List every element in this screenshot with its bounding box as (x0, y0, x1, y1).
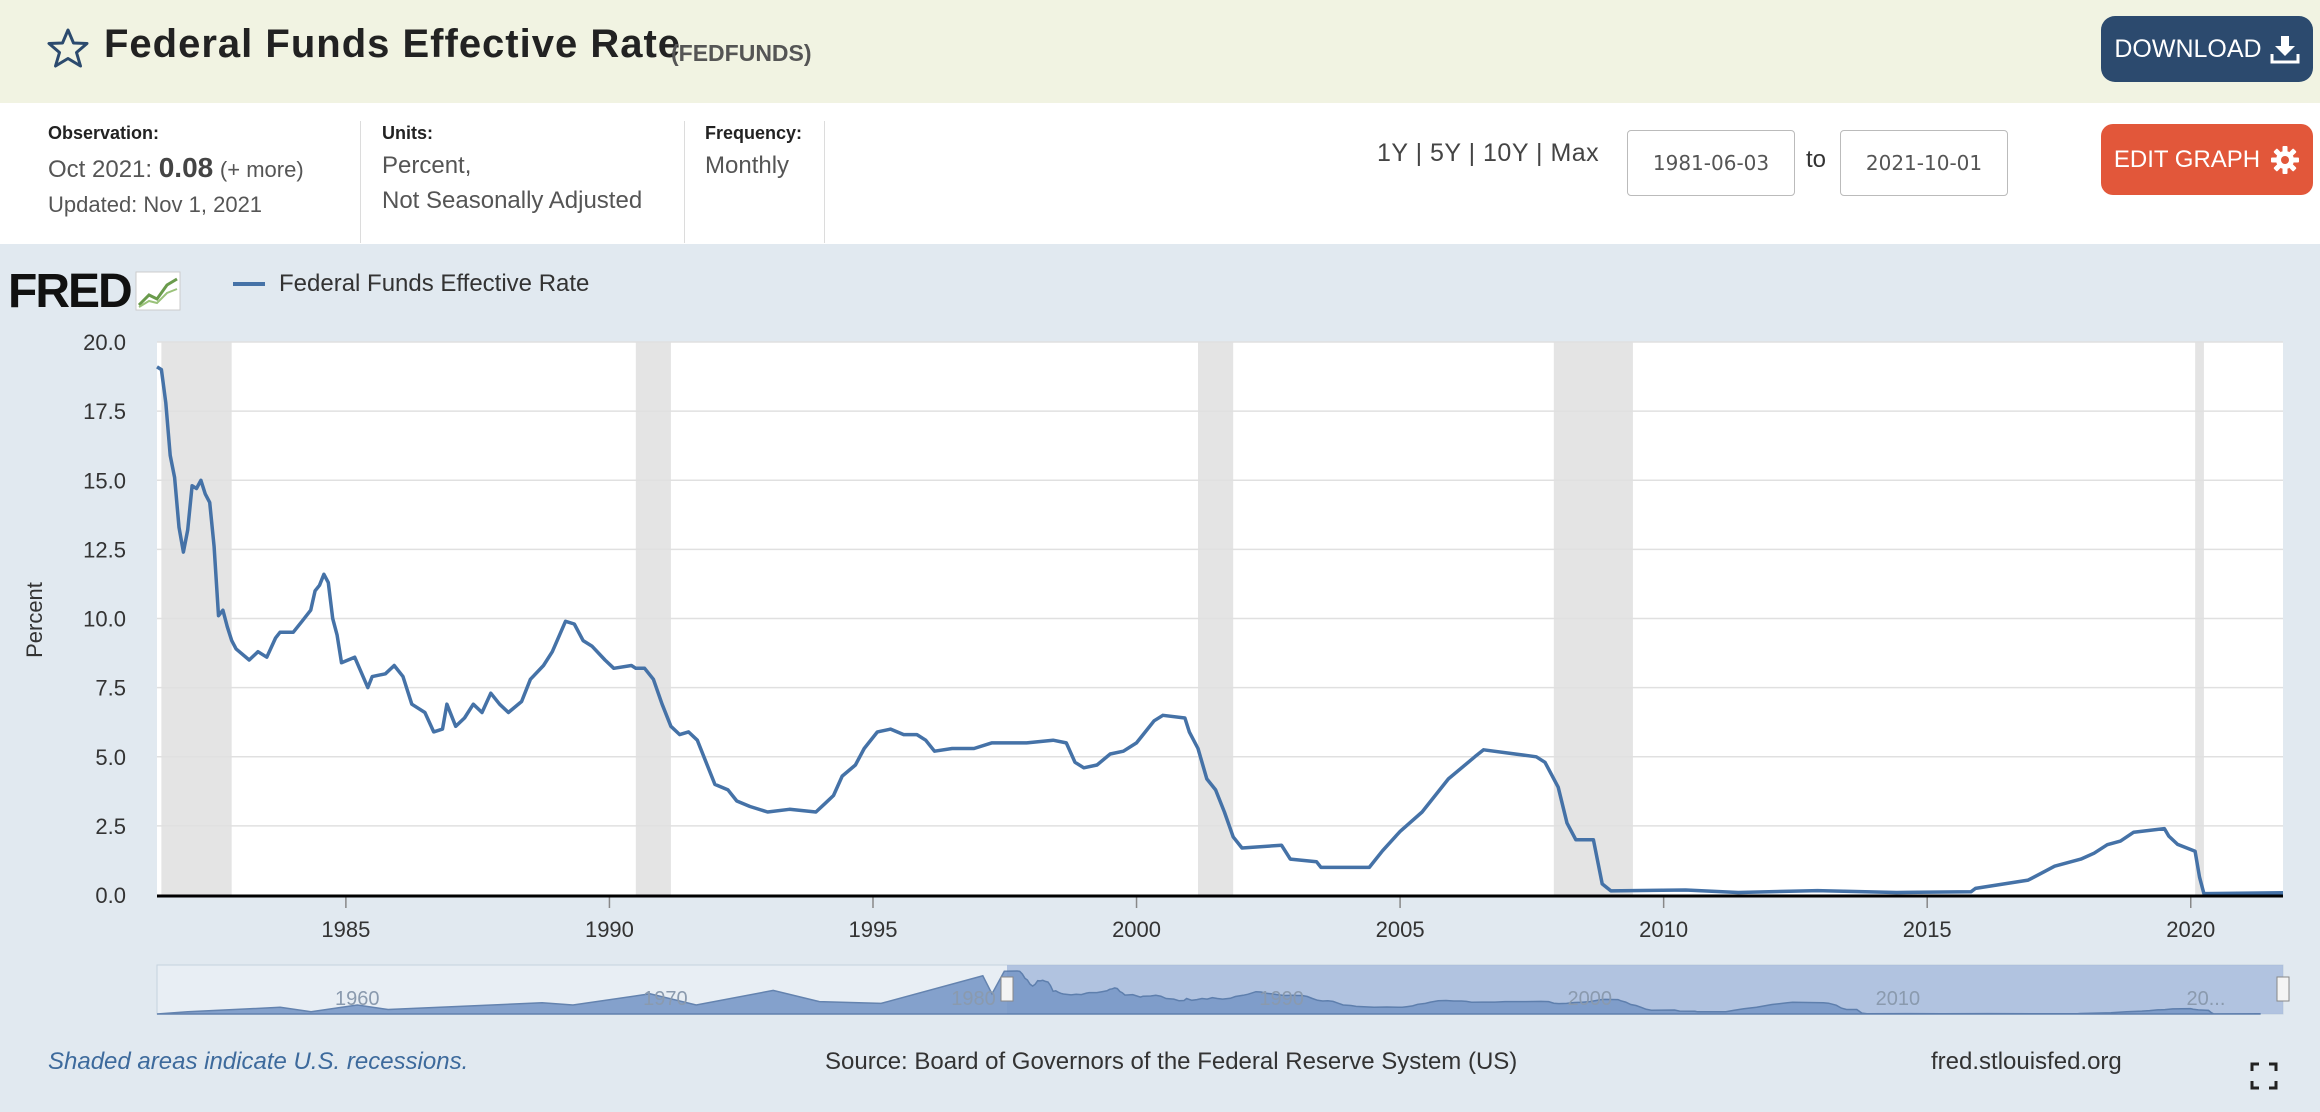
navigator-tick-label: 1960 (335, 988, 380, 1010)
date-to-label: to (1806, 146, 1827, 173)
observation-label: Observation: (48, 123, 160, 143)
legend-swatch (233, 282, 265, 286)
x-tick-label: 1995 (849, 917, 898, 942)
fred-logo-text: FRED (8, 265, 133, 318)
series-line-fedfunds[interactable] (156, 365, 2284, 896)
frequency-label: Frequency: (705, 123, 803, 143)
observation-line: Oct 2021: 0.08 (+ more) (48, 150, 304, 187)
divider (360, 121, 361, 243)
range-selector[interactable]: 1Y | 5Y | 10Y | Max (1377, 139, 1600, 167)
units-line1: Percent, (382, 152, 472, 179)
units-line2: Not Seasonally Adjusted (382, 187, 643, 214)
x-axis-ticks: 1985 1990 1995 2000 2005 2010 2015 2020 (321, 896, 2215, 942)
units-label: Units: (382, 123, 433, 143)
chart-svg[interactable]: 0.0 2.5 5.0 7.5 10.0 12.5 15.0 17.5 20.0 1985 199… (0, 244, 2320, 1112)
y-axis-ticks: 0.0 2.5 5.0 7.5 10.0 12.5 15.0 17.5 20.0 (83, 330, 126, 908)
observation-more-link[interactable]: (+ more) (219, 157, 304, 182)
y-tick-label: 15.0 (83, 468, 126, 493)
grid-lines (157, 341, 2283, 827)
download-icon (2270, 36, 2300, 64)
chart-legend[interactable]: Federal Funds Effective Rate (233, 270, 589, 298)
frequency-value: Monthly (705, 152, 790, 179)
page-title: Federal Funds Effective Rate (104, 22, 682, 66)
x-tick-label: 2000 (1112, 917, 1161, 942)
navigator-tick-label: 2010 (1876, 988, 1921, 1010)
navigator-tick-label: 1980 (951, 988, 996, 1010)
page-header: Federal Funds Effective Rate (FEDFUNDS) … (0, 0, 2320, 103)
edit-graph-label: EDIT GRAPH (2113, 145, 2261, 173)
info-bar: Observation: Oct 2021: 0.08 (+ more) Upd… (0, 103, 2320, 244)
y-tick-label: 5.0 (95, 745, 126, 770)
navigator-handle-left[interactable] (1000, 976, 1014, 1002)
y-tick-label: 2.5 (95, 814, 126, 839)
y-tick-label: 7.5 (95, 676, 126, 701)
edit-graph-button[interactable]: EDIT GRAPH (2101, 124, 2313, 195)
navigator-tick-label: 20... (2187, 988, 2226, 1010)
divider (824, 121, 825, 243)
y-tick-label: 17.5 (83, 399, 126, 424)
navigator-tick-label: 2000 (1567, 988, 1612, 1010)
navigator-tick-label: 1990 (1259, 988, 1304, 1010)
fred-logo: FRED (8, 264, 181, 319)
x-tick-label: 2020 (2166, 917, 2215, 942)
updated-date: Updated: Nov 1, 2021 (48, 192, 263, 217)
recession-note: Shaded areas indicate U.S. recessions. (48, 1048, 469, 1075)
units-block: Units: Percent, Not Seasonally Adjusted (382, 123, 642, 218)
x-tick-label: 2005 (1376, 917, 1425, 942)
range-navigator[interactable]: 1960 1970 1980 1990 2000 2010 20... (156, 964, 2290, 1015)
fred-chart-icon (135, 271, 181, 311)
x-tick-label: 2010 (1639, 917, 1688, 942)
observation-date: Oct 2021: (48, 156, 153, 183)
navigator-tick-label: 1970 (643, 988, 688, 1010)
y-axis-label: Percent (22, 582, 47, 658)
x-tick-label: 1985 (321, 917, 370, 942)
fullscreen-icon[interactable] (2250, 1062, 2278, 1090)
navigator-series-area (156, 970, 2261, 1015)
legend-label: Federal Funds Effective Rate (279, 270, 590, 297)
frequency-block: Frequency: Monthly (705, 123, 802, 183)
y-tick-label: 0.0 (95, 883, 126, 908)
observation-value: 0.08 (158, 152, 214, 183)
navigator-handle-right[interactable] (2276, 976, 2290, 1002)
observation-block: Observation: Oct 2021: 0.08 (+ more) Upd… (48, 123, 304, 222)
star-icon[interactable] (46, 27, 90, 71)
x-tick-label: 1990 (585, 917, 634, 942)
site-link[interactable]: fred.stlouisfed.org (1931, 1048, 2122, 1075)
end-date-input[interactable]: 2021-10-01 (1840, 130, 2008, 196)
y-tick-label: 20.0 (83, 330, 126, 355)
y-tick-label: 12.5 (83, 537, 126, 562)
x-tick-label: 2015 (1903, 917, 1952, 942)
series-id: (FEDFUNDS) (671, 40, 812, 66)
download-label: DOWNLOAD (2114, 34, 2262, 63)
chart-area: FRED Federal Funds Effective Rate 0.0 2.5… (0, 244, 2320, 1112)
gear-icon (2271, 145, 2300, 174)
start-date-input[interactable]: 1981-06-03 (1627, 130, 1795, 196)
divider (684, 121, 685, 243)
y-tick-label: 10.0 (83, 607, 126, 632)
source-note: Source: Board of Governors of the Federa… (825, 1048, 1518, 1075)
download-button[interactable]: DOWNLOAD (2101, 16, 2313, 82)
navigator-ticks: 1960 1970 1980 1990 2000 2010 20... (335, 988, 2225, 1010)
